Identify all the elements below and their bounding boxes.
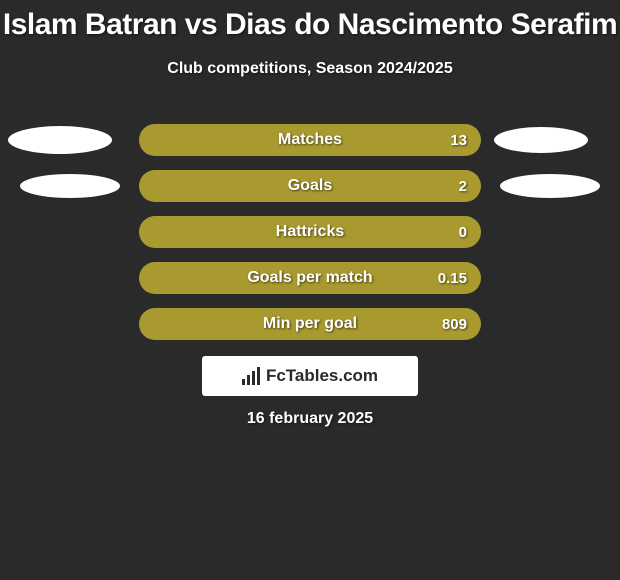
stat-row: Hattricks 0	[0, 216, 620, 248]
stat-value: 809	[442, 316, 467, 333]
page-title: Islam Batran vs Dias do Nascimento Seraf…	[0, 0, 620, 42]
stat-bar: Hattricks 0	[139, 216, 481, 248]
stat-value: 0	[459, 224, 467, 241]
stat-label: Goals per match	[247, 269, 372, 287]
stat-value: 13	[450, 132, 467, 149]
stat-label: Matches	[278, 131, 342, 149]
stat-value: 0.15	[438, 270, 467, 287]
date-text: 16 february 2025	[0, 410, 620, 428]
comparison-container: Islam Batran vs Dias do Nascimento Seraf…	[0, 0, 620, 580]
stat-label: Goals	[288, 177, 332, 195]
stat-bar: Min per goal 809	[139, 308, 481, 340]
subtitle: Club competitions, Season 2024/2025	[0, 60, 620, 78]
left-value-ellipse	[20, 174, 120, 198]
bar-chart-icon	[242, 367, 260, 385]
stat-bar: Matches 13	[139, 124, 481, 156]
stat-value: 2	[459, 178, 467, 195]
stat-row: Goals 2	[0, 170, 620, 202]
stat-row: Goals per match 0.15	[0, 262, 620, 294]
stat-label: Hattricks	[276, 223, 344, 241]
logo-box[interactable]: FcTables.com	[202, 356, 418, 396]
left-value-ellipse	[8, 126, 112, 154]
right-value-ellipse	[500, 174, 600, 198]
stat-row: Min per goal 809	[0, 308, 620, 340]
stat-label: Min per goal	[263, 315, 357, 333]
stat-bar: Goals per match 0.15	[139, 262, 481, 294]
stat-row: Matches 13	[0, 124, 620, 156]
stat-bar: Goals 2	[139, 170, 481, 202]
right-value-ellipse	[494, 127, 588, 153]
logo-text: FcTables.com	[266, 366, 378, 386]
